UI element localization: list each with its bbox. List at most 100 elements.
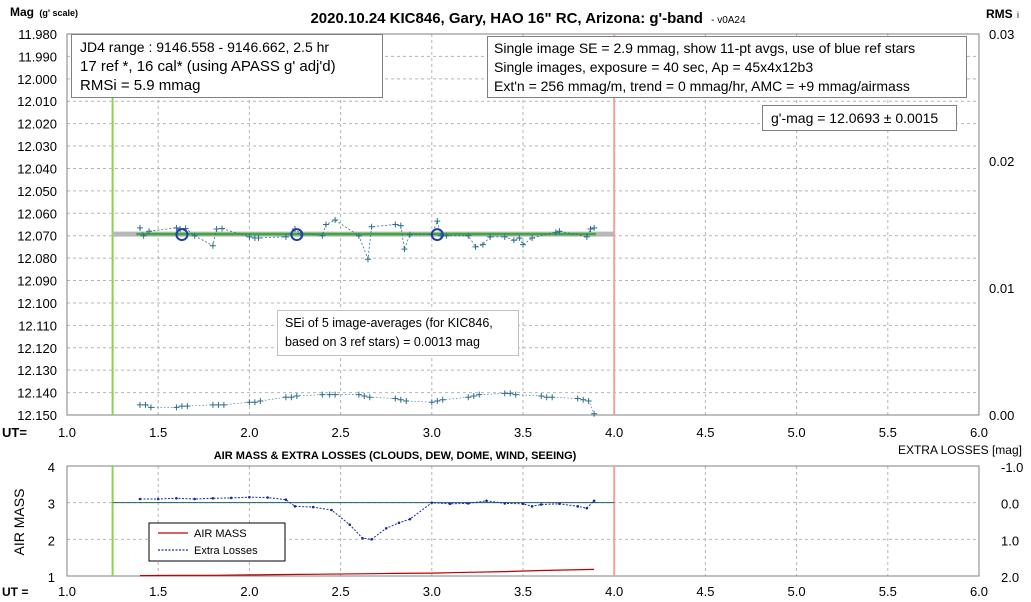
mag-point <box>479 241 486 248</box>
top-ylabel: Mag (g' scale) <box>10 5 78 19</box>
top-x-tick-label: 4.5 <box>696 425 714 440</box>
mag-point <box>255 234 262 241</box>
mag-point <box>501 233 508 240</box>
extra-losses-point <box>248 495 251 499</box>
top-x-tick-label: 5.5 <box>879 425 897 440</box>
avg-point <box>175 228 189 242</box>
mag-point <box>213 225 220 232</box>
extra-losses-point <box>539 503 543 506</box>
rms-point <box>136 401 143 408</box>
top-chart-ticks: 1.0 1.5 2.0 2.5 3.0 3.5 4.0 4.5 5.0 5.5 6.0 11.980 1… <box>17 27 1014 440</box>
mag-point <box>587 225 594 232</box>
extra-losses-point <box>284 498 288 502</box>
gmag-text: g'-mag = 12.0693 ± 0.0015 <box>771 110 939 126</box>
top-y-tick-label: 12.080 <box>17 251 57 266</box>
rms-point <box>403 398 410 405</box>
rms-point <box>392 395 399 402</box>
top-y2-tick-label: 0.01 <box>989 281 1014 296</box>
extra-losses-point <box>585 506 589 510</box>
mag-point <box>364 256 371 263</box>
top-y-tick-label: 12.120 <box>17 341 57 356</box>
info-box-right: Single image SE = 2.9 mmag, show 11-pt a… <box>487 36 967 98</box>
top-y-tick-label: 11.980 <box>18 27 57 42</box>
sei-line1: SEi of 5 image-averages (for KIC846, <box>285 316 493 330</box>
mag-point <box>465 232 472 239</box>
bottom-x-tick-label: 4.5 <box>696 584 714 599</box>
rms-point <box>326 391 333 398</box>
top-y-tick-label: 12.130 <box>17 363 57 378</box>
top-x-tick-label: 4.0 <box>605 425 623 440</box>
mag-point <box>173 224 180 231</box>
extra-losses-point <box>384 527 388 530</box>
top-y-tick-label: 12.040 <box>17 161 57 176</box>
bottom-x-tick-label: 5.0 <box>788 584 806 599</box>
top-y-tick-label: 12.110 <box>18 318 57 333</box>
jd-range-text: JD4 range : 9146.558 - 9146.662, 2.5 hr <box>80 39 330 55</box>
top-xlabel: UT= <box>2 425 27 440</box>
info-box-left: JD4 range : 9146.558 - 9146.662, 2.5 hr … <box>71 34 383 98</box>
top-y-tick-label: 12.010 <box>17 94 57 109</box>
top-plot-border <box>66 33 980 416</box>
top-y-tick-label: 12.140 <box>17 386 57 401</box>
mag-point <box>191 232 198 239</box>
mag-point <box>282 233 289 240</box>
rms-point <box>293 392 300 399</box>
bottom-x-tick-label: 3.0 <box>423 584 441 599</box>
top-x-tick-label: 3.5 <box>514 425 532 440</box>
mag-point <box>516 234 523 241</box>
mag-point <box>355 232 362 239</box>
mag-point <box>397 222 404 229</box>
airmass-line <box>139 568 595 577</box>
bottom-x-tick-label: 2.5 <box>332 584 350 599</box>
top-y-tick-label: 12.100 <box>17 296 57 311</box>
rms-point <box>428 399 435 406</box>
extra-losses-point <box>530 505 534 508</box>
bottom-y-tick-label: 4 <box>48 460 55 475</box>
extra-losses-point <box>397 521 401 525</box>
rms-point <box>501 390 508 397</box>
bottom-x-tick-label: 1.0 <box>58 584 76 599</box>
top-x-tick-label: 2.5 <box>332 425 350 440</box>
rms-point <box>355 391 362 398</box>
mag-point <box>556 228 563 235</box>
extra-losses-point <box>175 496 178 500</box>
mag-point <box>136 224 143 231</box>
mag-point <box>443 232 450 239</box>
mag-point <box>392 221 399 228</box>
mag-point <box>487 233 494 240</box>
bottom-x-tick-label: 3.5 <box>514 584 532 599</box>
bottom-x-tick-label: 1.5 <box>149 584 167 599</box>
extra-losses-point <box>138 497 142 501</box>
extra-losses-point <box>330 508 333 512</box>
top-y2-tick-label: 0.03 <box>989 27 1014 42</box>
rms-point <box>215 401 222 408</box>
extra-losses-point <box>558 502 561 506</box>
rms-point <box>470 392 477 399</box>
top-x-tick-label: 3.0 <box>423 425 441 440</box>
mag-point <box>434 218 441 225</box>
bottom-y-tick-label: 3 <box>48 497 55 512</box>
rms-point <box>209 401 216 408</box>
bottom-plot-border <box>66 465 980 577</box>
mag-point <box>219 225 226 232</box>
top-y-tick-label: 12.000 <box>17 72 57 87</box>
mag-series-line <box>139 219 595 260</box>
top-y-tick-label: 12.030 <box>17 139 57 154</box>
rms-point <box>543 394 550 401</box>
extra-losses-point <box>293 505 297 508</box>
rms-series-line <box>140 393 595 414</box>
rms-point <box>507 390 514 397</box>
top-y2-tick-label: 0.02 <box>989 154 1014 169</box>
mag-point <box>472 243 479 250</box>
mag-point <box>323 221 330 228</box>
rms-point <box>465 394 472 401</box>
version-label: - v0A24 <box>711 15 746 26</box>
extra-losses-point <box>211 496 215 500</box>
mag-point <box>401 246 408 253</box>
top-x-tick-label: 1.5 <box>149 425 167 440</box>
legend-losses-label: Extra Losses <box>194 545 258 557</box>
bottom-y2-tick-label: 1.0 <box>1001 533 1019 548</box>
bottom-x-tick-label: 4.0 <box>605 584 623 599</box>
rms-point <box>332 391 339 398</box>
